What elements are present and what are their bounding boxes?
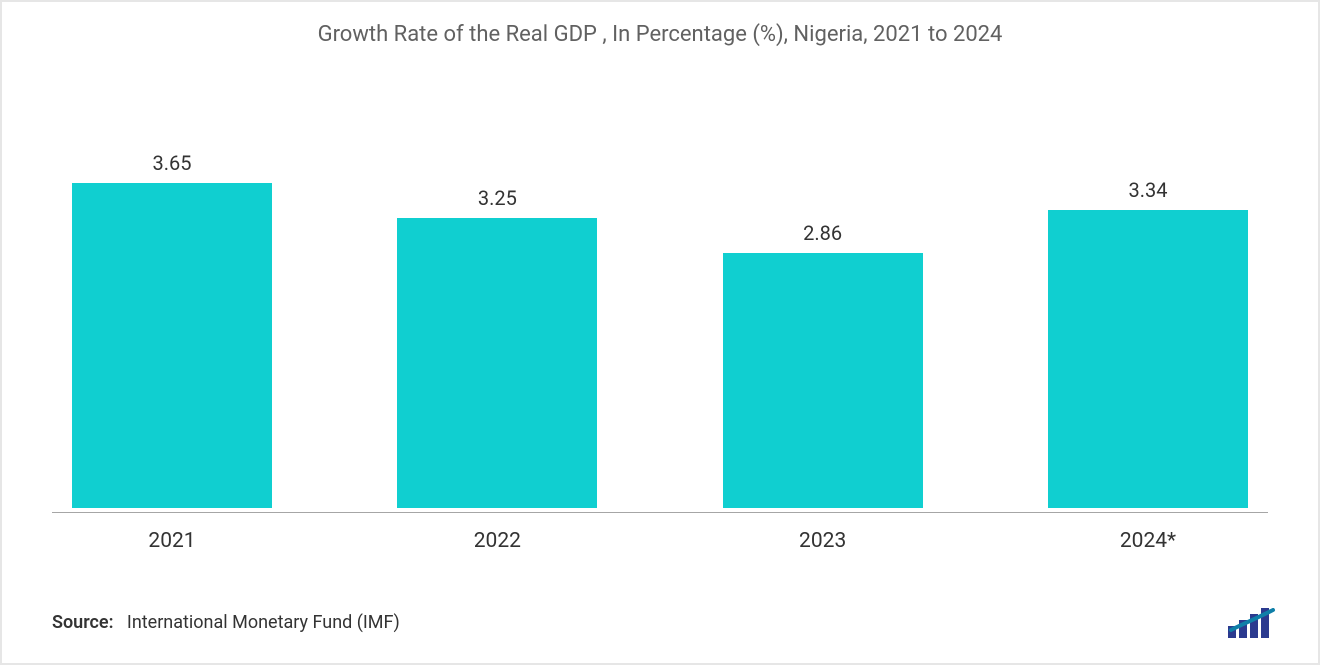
source-label: Source: [52,612,114,633]
brand-logo-icon [1228,608,1278,638]
x-axis-label: 2022 [397,529,597,553]
x-axis-label: 2021 [72,529,272,553]
bar-value-label: 3.65 [153,151,192,175]
bar-col: 3.65 [72,102,272,508]
bar [72,183,272,508]
source-text: International Monetary Fund (IMF) [127,612,400,633]
x-axis-label: 2023 [723,529,923,553]
x-axis-labels: 2021 2022 2023 2024* [52,529,1268,553]
bar [397,218,597,508]
bar-col: 3.34 [1048,102,1248,508]
x-axis-label: 2024* [1048,529,1248,553]
chart-title: Growth Rate of the Real GDP , In Percent… [2,2,1318,47]
chart-container: Growth Rate of the Real GDP , In Percent… [0,0,1320,665]
bar-col: 2.86 [723,102,923,508]
bar [1048,210,1248,508]
plot-area: 3.65 3.25 2.86 3.34 [52,102,1268,508]
bar [723,253,923,508]
bars-row: 3.65 3.25 2.86 3.34 [52,102,1268,508]
bar-value-label: 2.86 [803,221,842,245]
bar-col: 3.25 [397,102,597,508]
x-axis-baseline [52,512,1268,513]
source-line: Source: International Monetary Fund (IMF… [52,612,400,633]
bar-value-label: 3.34 [1128,178,1167,202]
bar-value-label: 3.25 [478,186,517,210]
